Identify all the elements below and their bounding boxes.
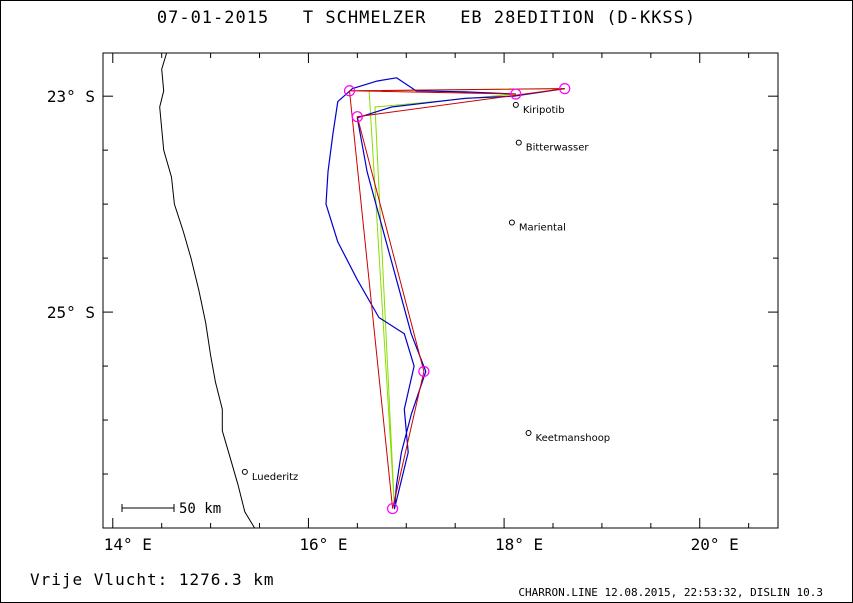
axis-ticks [103, 53, 778, 528]
town-marker [508, 219, 515, 226]
town-marker [241, 468, 248, 475]
turnpoint-marker [343, 85, 356, 97]
task-line [349, 88, 565, 509]
lon-tick-label: 20° E [691, 535, 739, 554]
turnpoint-marker [386, 502, 399, 515]
coastline-line [159, 52, 256, 529]
task-route [349, 88, 565, 509]
town-label: Keetmanshoop [536, 433, 611, 444]
scale-bar-label: 50 km [179, 501, 221, 517]
lat-tick-label: 25° S [47, 303, 95, 322]
towns: Kiripotib Bitterwasser Mariental Keetmansho… [241, 101, 611, 483]
lon-tick-label: 14° E [104, 535, 152, 554]
town-label: Luederitz [252, 472, 298, 483]
free-flight-distance: Vrije Vlucht: 1276.3 km [30, 570, 275, 589]
turnpoints [343, 83, 571, 515]
town-label: Kiripotib [523, 105, 565, 116]
axis-labels: 14° E 16° E 18° E 20° E 23° S 25° S [47, 87, 739, 554]
turnpoint-marker [351, 111, 363, 123]
map-plot-area [102, 52, 779, 529]
turnpoint-marker [418, 365, 430, 378]
lat-tick-label: 23° S [47, 87, 95, 106]
generator-footer: CHARRON.LINE 12.08.2015, 22:53:32, DISLI… [518, 586, 823, 599]
coastline [159, 52, 256, 529]
turnpoint-marker [559, 83, 571, 95]
town-marker [512, 101, 519, 108]
flight-title: 07-01-2015 T SCHMELZER EB 28EDITION (D-K… [156, 8, 697, 28]
town-marker [525, 430, 532, 436]
town-label: Bitterwasser [526, 143, 590, 154]
turnpoint-marker [510, 88, 522, 100]
town-label: Mariental [519, 222, 566, 233]
track-line [325, 77, 565, 510]
scale-bar: 50 km [121, 501, 221, 517]
town-marker [515, 139, 522, 146]
lon-tick-label: 18° E [495, 535, 543, 554]
flight-track [325, 77, 565, 510]
lon-tick-label: 16° E [299, 535, 347, 554]
